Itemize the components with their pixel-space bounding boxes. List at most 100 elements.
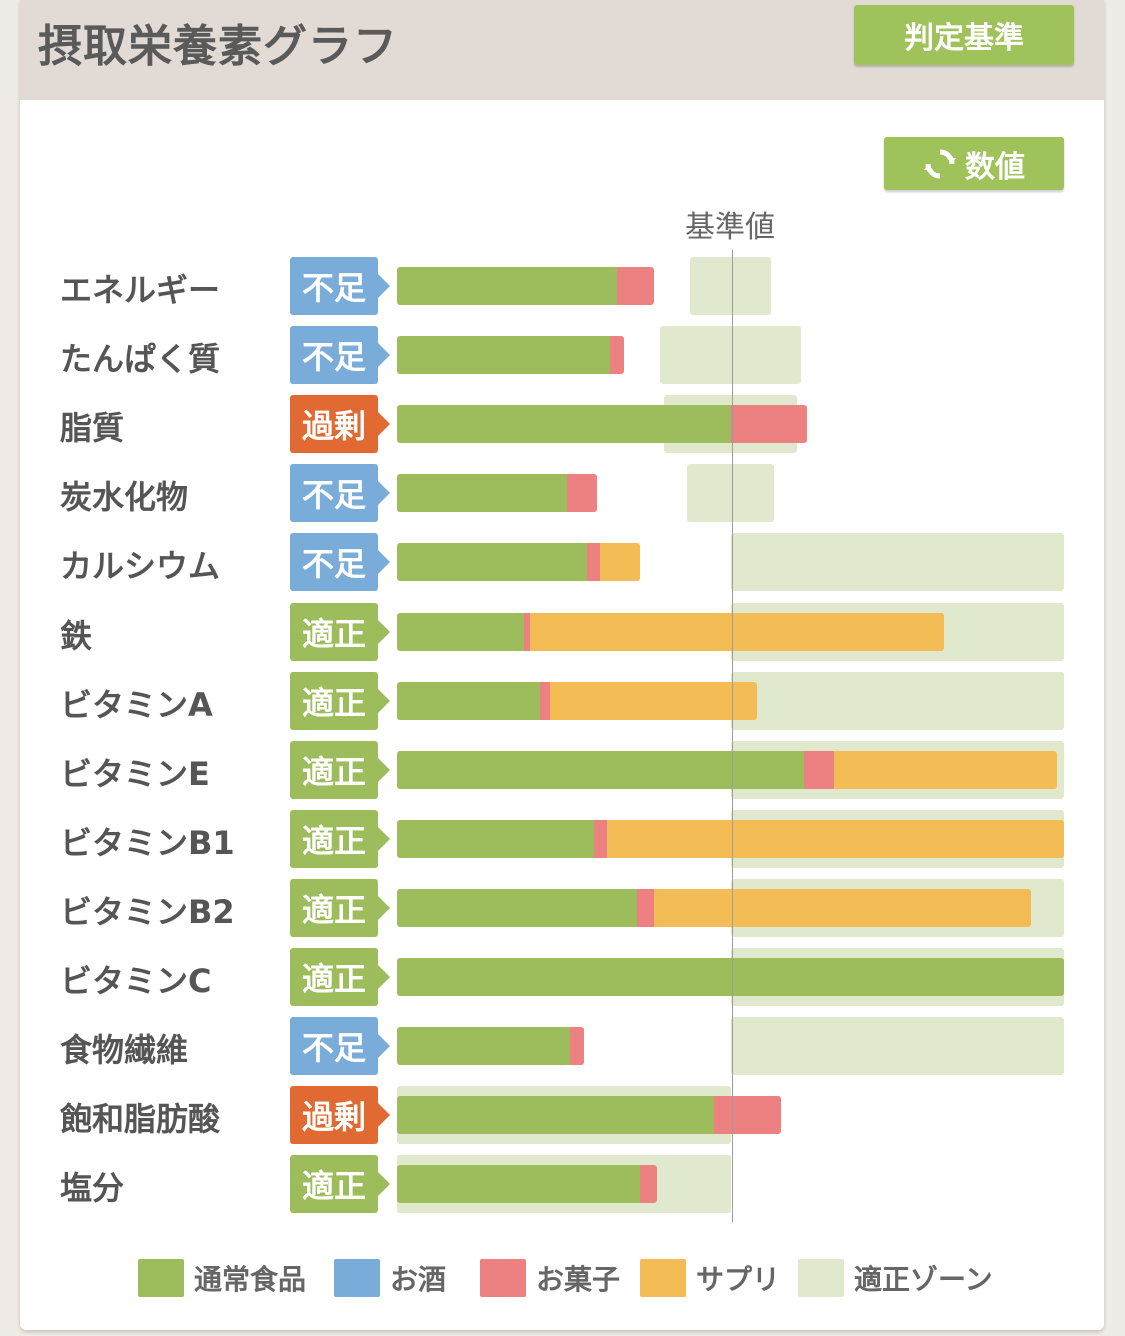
target-zone	[687, 464, 774, 523]
bar-segment-sweets	[640, 1165, 658, 1204]
reference-line	[732, 250, 733, 1222]
nutrient-label: ビタミンE	[60, 754, 210, 793]
chart-row: 炭水化物 不足	[20, 464, 1104, 523]
target-zone	[730, 671, 1064, 730]
status-badge: 適正	[290, 602, 390, 661]
value-toggle-label: 数値	[965, 149, 1025, 185]
nutrient-label: エネルギー	[60, 271, 221, 309]
bar-segment-supplement	[833, 750, 1058, 789]
legend-swatch-food	[138, 1259, 184, 1297]
bar-segment-supplement	[530, 612, 944, 651]
legend-label-sweets: お菓子	[536, 1263, 621, 1296]
legend-swatch-zone	[798, 1259, 844, 1297]
bar-segment-food	[397, 267, 618, 305]
chart-row: 塩分 適正	[20, 1155, 1104, 1214]
bar-segment-sweets	[617, 267, 654, 305]
status-badge: 適正	[290, 948, 390, 1006]
legend-swatch-alcohol	[334, 1259, 380, 1297]
bar-segment-food	[397, 1096, 714, 1135]
status-badge: 不足	[290, 533, 390, 592]
chart-row: ビタミンB2 適正	[20, 878, 1104, 937]
bar-segment-sweets	[610, 336, 624, 375]
chart-row: カルシウム 不足	[20, 533, 1104, 592]
criteria-button[interactable]: 判定基準	[854, 5, 1074, 65]
bar-segment-sweets	[713, 1096, 781, 1135]
nutrient-label: たんぱく質	[60, 340, 221, 379]
bar-segment-supplement	[607, 819, 1064, 858]
legend-item-sweets: お菓子	[480, 1258, 620, 1298]
legend-swatch-supplement	[640, 1259, 686, 1297]
chart-row: 飽和脂肪酸 過剰	[20, 1086, 1104, 1145]
legend-label-zone: 適正ゾーン	[854, 1263, 993, 1296]
chart-row: ビタミンC 適正	[20, 948, 1104, 1006]
status-badge: 不足	[290, 257, 390, 315]
bar-segment-sweets	[523, 612, 531, 651]
nutrient-label: 飽和脂肪酸	[60, 1100, 221, 1139]
status-badge: 過剰	[290, 1086, 390, 1145]
bar-segment-sweets	[540, 681, 551, 720]
status-badge: 適正	[290, 671, 390, 730]
chart-row: たんぱく質 不足	[20, 326, 1104, 385]
status-badge: 適正	[290, 1155, 390, 1214]
bar-segment-food	[397, 750, 804, 789]
status-badge: 適正	[290, 878, 390, 937]
bar-segment-sweets	[637, 888, 654, 927]
nutrient-label: 塩分	[60, 1169, 125, 1208]
chart-row: エネルギー 不足	[20, 257, 1104, 315]
legend-label-alcohol: お酒	[390, 1263, 447, 1296]
bar-segment-food	[397, 681, 541, 720]
status-badge: 不足	[290, 1017, 390, 1076]
header: 摂取栄養素グラフ 判定基準	[20, 0, 1104, 100]
bar-segment-food	[397, 1027, 571, 1066]
status-badge: 不足	[290, 326, 390, 385]
status-badge: 過剰	[290, 395, 390, 454]
legend-label-food: 通常食品	[194, 1263, 307, 1296]
bar-segment-food	[397, 819, 594, 858]
bar-segment-sweets	[730, 405, 808, 444]
nutrient-label: ビタミンB2	[60, 892, 235, 931]
legend-item-zone: 適正ゾーン	[798, 1258, 993, 1298]
bar-segment-food	[397, 405, 731, 444]
bar-segment-supplement	[653, 888, 1031, 927]
bar-segment-sweets	[570, 1027, 584, 1066]
bar-segment-food	[397, 543, 588, 582]
target-zone	[730, 1017, 1064, 1076]
nutrient-label: 炭水化物	[60, 478, 189, 517]
bar-segment-food	[397, 612, 524, 651]
target-zone	[730, 533, 1064, 592]
chart-row: ビタミンE 適正	[20, 740, 1104, 799]
status-badge: 不足	[290, 464, 390, 523]
legend: 通常食品 お酒 お菓子 サプリ 適正ゾーン	[20, 1258, 1104, 1298]
value-toggle-button[interactable]: 数値	[884, 137, 1064, 190]
target-zone	[660, 326, 801, 385]
nutrient-label: カルシウム	[60, 547, 221, 586]
chart-row: ビタミンB1 適正	[20, 809, 1104, 868]
chart-row: 食物繊維 不足	[20, 1017, 1104, 1076]
nutrient-label: 鉄	[60, 616, 93, 655]
bar-segment-sweets	[803, 750, 834, 789]
nutrient-label: ビタミンA	[60, 685, 213, 724]
bar-segment-food	[397, 336, 611, 375]
bar-segment-sweets	[567, 474, 598, 513]
bar-segment-supplement	[550, 681, 758, 720]
chart-row: ビタミンA 適正	[20, 671, 1104, 730]
bar-segment-food	[397, 888, 638, 927]
status-badge: 適正	[290, 809, 390, 868]
legend-item-supplement: サプリ	[640, 1258, 780, 1298]
nutrient-label: ビタミンB1	[60, 823, 235, 862]
nutrient-label: ビタミンC	[60, 962, 212, 1000]
target-zone	[690, 257, 771, 315]
nutrient-label: 脂質	[60, 409, 125, 448]
legend-label-supplement: サプリ	[696, 1263, 781, 1296]
bar-segment-sweets	[593, 819, 608, 858]
bar-segment-supplement	[600, 543, 641, 582]
bar-segment-food	[397, 1165, 641, 1204]
legend-item-alcohol: お酒	[334, 1258, 446, 1298]
nutrient-graph-card: 摂取栄養素グラフ 判定基準 数値 基準値 エネルギー 不足 たんぱく質 不足 脂質 過剰炭…	[20, 0, 1104, 1330]
refresh-icon	[924, 149, 956, 178]
chart-row: 脂質 過剰	[20, 395, 1104, 454]
bar-segment-food	[397, 474, 568, 513]
nutrient-label: 食物繊維	[60, 1031, 189, 1070]
reference-label: 基準値	[685, 210, 775, 245]
legend-item-food: 通常食品	[138, 1258, 306, 1298]
